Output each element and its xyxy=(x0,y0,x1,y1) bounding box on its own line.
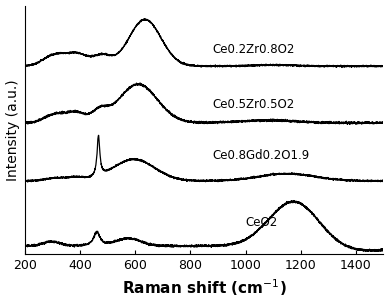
Text: Ce0.8Gd0.2O1.9: Ce0.8Gd0.2O1.9 xyxy=(212,149,310,162)
Text: Ce0.5Zr0.5O2: Ce0.5Zr0.5O2 xyxy=(212,98,295,111)
Text: CeO2: CeO2 xyxy=(245,216,278,229)
Y-axis label: Intensity (a.u.): Intensity (a.u.) xyxy=(5,79,19,181)
Text: Ce0.2Zr0.8O2: Ce0.2Zr0.8O2 xyxy=(212,43,295,56)
X-axis label: Raman shift (cm$^{-1}$): Raman shift (cm$^{-1}$) xyxy=(122,278,287,299)
